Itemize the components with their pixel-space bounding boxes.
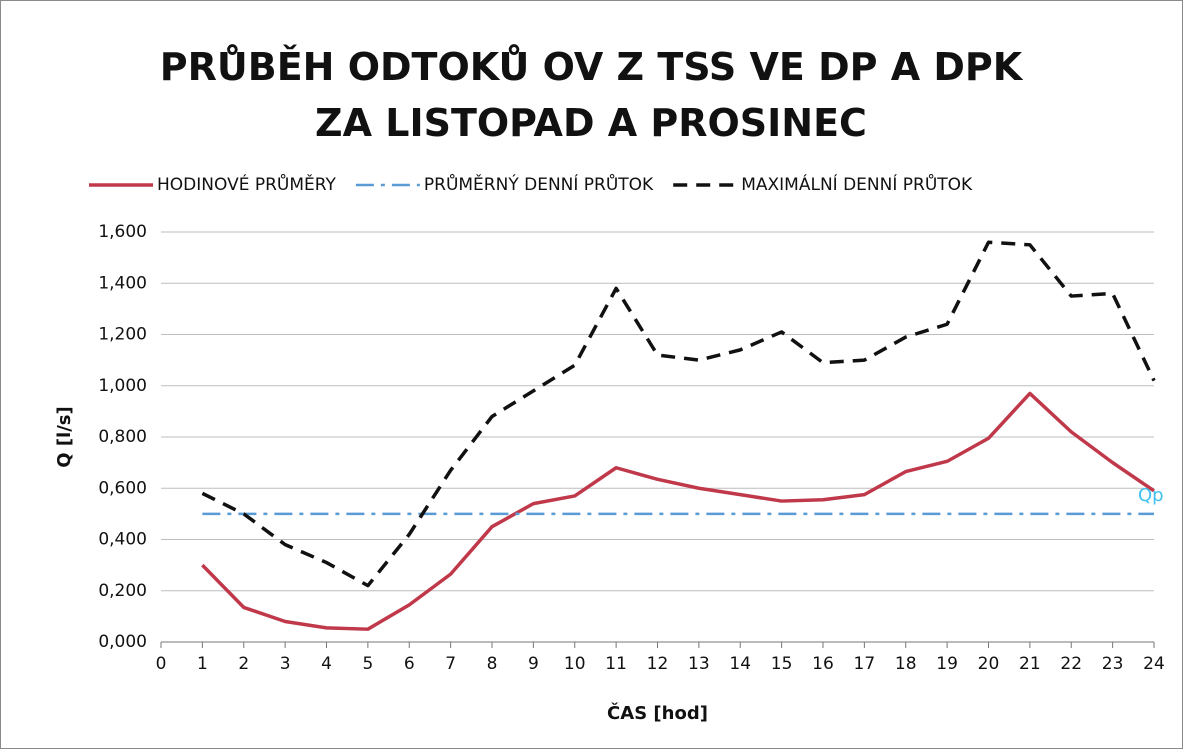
x-tick-label: 8 (487, 654, 498, 674)
x-tick-label: 4 (321, 654, 332, 674)
x-tick-label: 16 (812, 654, 834, 674)
x-tick-label: 12 (647, 654, 669, 674)
y-tick-label: 1,600 (98, 222, 147, 242)
y-axis-title: Q [l/s] (54, 406, 75, 467)
x-tick-label: 13 (688, 654, 710, 674)
x-tick-label: 3 (280, 654, 291, 674)
x-tick-label: 20 (978, 654, 1000, 674)
x-tick-label: 7 (445, 654, 456, 674)
series-line (201, 391, 1155, 631)
x-tick-label: 6 (404, 654, 415, 674)
y-tick-label: 1,000 (98, 376, 147, 396)
x-tick-label: 14 (729, 654, 751, 674)
y-tick-label: 0,200 (98, 581, 147, 601)
x-tick-label: 18 (895, 654, 917, 674)
y-tick-label: 0,800 (98, 427, 147, 447)
y-tick-label: 0,400 (98, 530, 147, 550)
x-tick-label: 22 (1060, 654, 1082, 674)
x-tick-label: 2 (238, 654, 249, 674)
x-tick-label: 9 (528, 654, 539, 674)
y-tick-label: 0,000 (98, 632, 147, 652)
y-tick-label: 1,200 (98, 325, 147, 345)
x-tick-label: 24 (1143, 654, 1165, 674)
annotation: Qp (1138, 485, 1164, 506)
y-tick-label: 1,400 (98, 273, 147, 293)
x-tick-label: 1 (197, 654, 208, 674)
x-tick-label: 23 (1102, 654, 1124, 674)
x-tick-label: 10 (564, 654, 586, 674)
x-tick-label: 17 (854, 654, 876, 674)
x-tick-label: 19 (936, 654, 958, 674)
x-tick-label: 11 (605, 654, 627, 674)
legend-label: HODINOVÉ PRŮMĚRY (157, 173, 336, 195)
x-tick-label: 15 (771, 654, 793, 674)
chart-title: PRŮBĚH ODTOKŮ OV Z TSS VE DP A DPK ZA LI… (159, 45, 1023, 145)
x-tick-label: 0 (156, 654, 167, 674)
y-tick-label: 0,600 (98, 478, 147, 498)
x-tick-label: 21 (1019, 654, 1041, 674)
legend-label: PRŮMĚRNÝ DENNÍ PRŮTOK (424, 173, 654, 195)
x-axis-title: ČAS [hod] (607, 702, 708, 724)
x-tick-label: 5 (362, 654, 373, 674)
legend-label: MAXIMÁLNÍ DENNÍ PRŮTOK (741, 173, 973, 195)
